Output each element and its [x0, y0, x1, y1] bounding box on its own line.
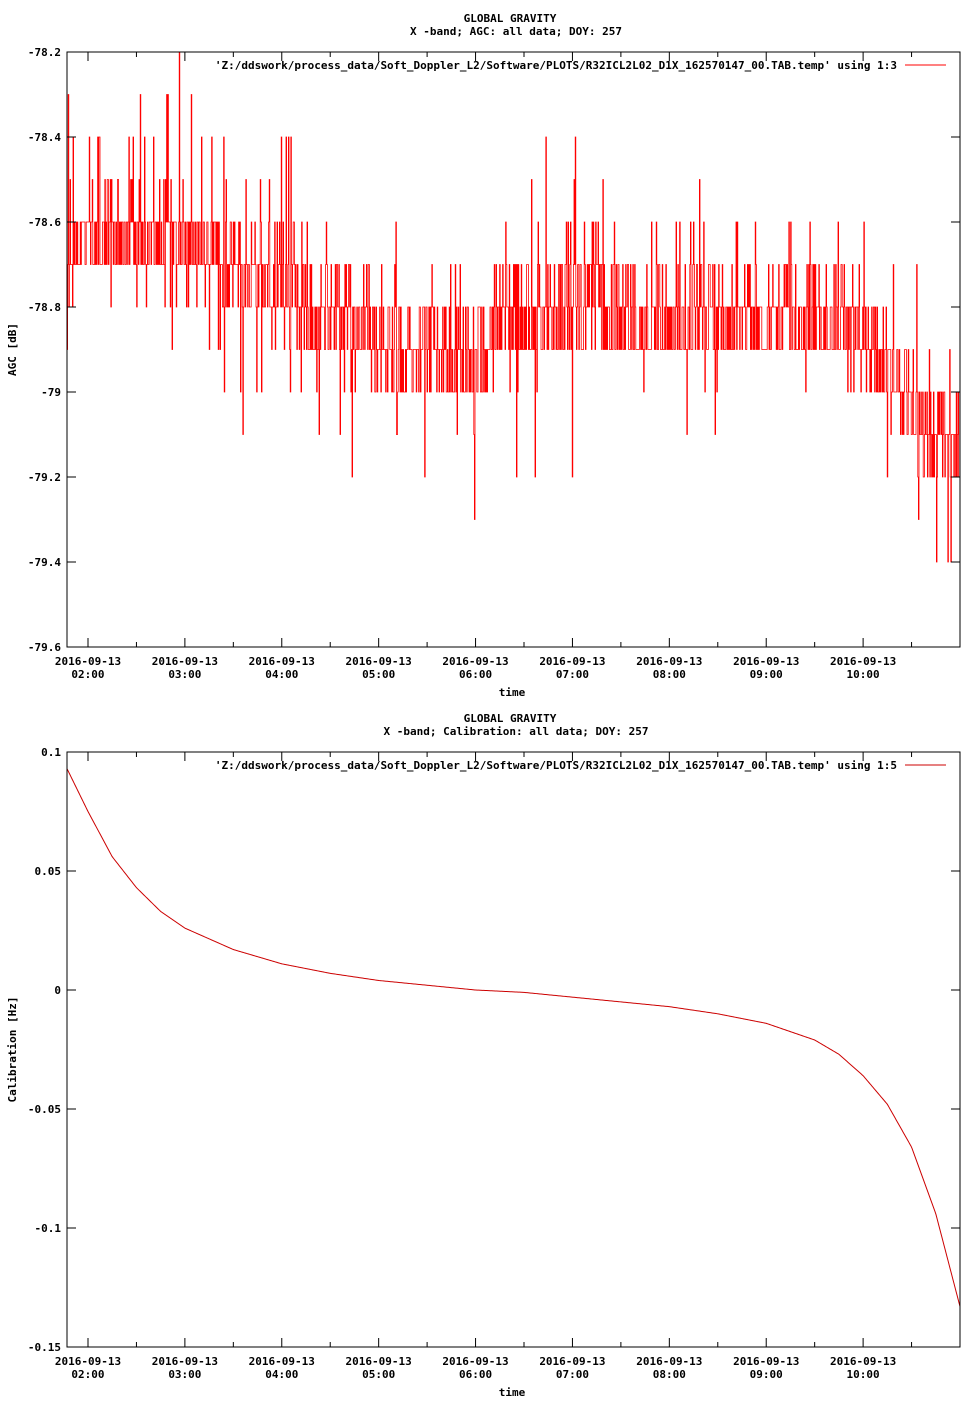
x-tick-label-date: 2016-09-13 — [249, 1355, 315, 1368]
y-tick-label: -79.6 — [28, 641, 61, 654]
chart-title: GLOBAL GRAVITY — [464, 712, 557, 725]
y-tick-label: -0.05 — [28, 1103, 61, 1116]
calibration-series-line — [67, 768, 960, 1307]
x-tick-label-time: 03:00 — [168, 1368, 201, 1381]
x-tick-label-time: 06:00 — [459, 1368, 492, 1381]
x-tick-label-date: 2016-09-13 — [539, 1355, 605, 1368]
plot-frame — [66, 751, 961, 1348]
x-tick-label-time: 08:00 — [653, 1368, 686, 1381]
plot-area — [67, 768, 960, 1307]
y-tick-label: -0.15 — [28, 1341, 61, 1354]
chart-subtitle: X -band; Calibration: all data; DOY: 257 — [384, 725, 649, 738]
x-tick-label-date: 2016-09-13 — [830, 1355, 896, 1368]
x-tick-label-date: 2016-09-13 — [636, 1355, 702, 1368]
x-tick-label-date: 2016-09-13 — [830, 655, 896, 668]
legend-label: 'Z:/ddswork/process_data/Soft_Doppler_L2… — [215, 59, 897, 72]
x-tick-label-date: 2016-09-13 — [733, 655, 799, 668]
x-tick-label-time: 06:00 — [459, 668, 492, 681]
y-tick-label: -0.1 — [35, 1222, 62, 1235]
x-tick-label-date: 2016-09-13 — [152, 1355, 218, 1368]
y-tick-label: -78.4 — [28, 131, 61, 144]
y-axis-label: AGC [dB] — [6, 323, 19, 376]
y-tick-label: 0.05 — [35, 865, 62, 878]
x-tick-label-time: 10:00 — [847, 1368, 880, 1381]
plot-area — [67, 52, 960, 563]
y-tick-label: -78.6 — [28, 216, 61, 229]
x-tick-label-time: 04:00 — [265, 1368, 298, 1381]
y-tick-label: -78.8 — [28, 301, 61, 314]
y-tick-label: -79.4 — [28, 556, 61, 569]
x-tick-label-time: 07:00 — [556, 668, 589, 681]
x-tick-label-date: 2016-09-13 — [249, 655, 315, 668]
y-tick-label: -79 — [41, 386, 61, 399]
x-axis-label: time — [499, 1386, 526, 1399]
x-tick-label-date: 2016-09-13 — [55, 1355, 121, 1368]
chart-title: GLOBAL GRAVITY — [464, 12, 557, 25]
x-tick-label-time: 10:00 — [847, 668, 880, 681]
x-tick-label-date: 2016-09-13 — [442, 1355, 508, 1368]
x-tick-label-time: 05:00 — [362, 668, 395, 681]
x-tick-label-date: 2016-09-13 — [55, 655, 121, 668]
y-tick-label: -79.2 — [28, 471, 61, 484]
y-tick-label: 0.1 — [41, 746, 61, 759]
x-tick-label-date: 2016-09-13 — [346, 655, 412, 668]
x-tick-label-date: 2016-09-13 — [442, 655, 508, 668]
x-tick-label-time: 03:00 — [168, 668, 201, 681]
x-tick-label-date: 2016-09-13 — [539, 655, 605, 668]
x-tick-label-date: 2016-09-13 — [152, 655, 218, 668]
x-tick-label-date: 2016-09-13 — [636, 655, 702, 668]
x-tick-label-time: 08:00 — [653, 668, 686, 681]
x-tick-label-date: 2016-09-13 — [346, 1355, 412, 1368]
y-tick-label: 0 — [54, 984, 61, 997]
x-tick-label-time: 02:00 — [71, 1368, 104, 1381]
x-tick-label-time: 04:00 — [265, 668, 298, 681]
agc-series-line — [67, 52, 960, 563]
chart-subtitle: X -band; AGC: all data; DOY: 257 — [410, 25, 622, 38]
x-tick-label-time: 05:00 — [362, 1368, 395, 1381]
legend-label: 'Z:/ddswork/process_data/Soft_Doppler_L2… — [215, 759, 897, 772]
y-axis-label: Calibration [Hz] — [6, 997, 19, 1103]
x-tick-label-time: 07:00 — [556, 1368, 589, 1381]
x-tick-label-time: 09:00 — [750, 1368, 783, 1381]
plot-frame — [66, 51, 961, 648]
x-tick-label-time: 09:00 — [750, 668, 783, 681]
y-tick-label: -78.2 — [28, 46, 61, 59]
x-tick-label-date: 2016-09-13 — [733, 1355, 799, 1368]
x-axis-label: time — [499, 686, 526, 699]
x-tick-label-time: 02:00 — [71, 668, 104, 681]
